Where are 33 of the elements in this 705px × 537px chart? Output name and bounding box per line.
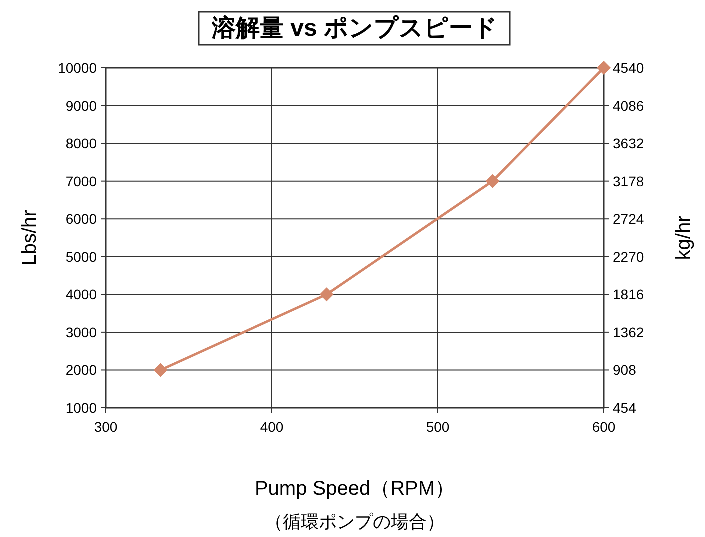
chart-title: 溶解量 vs ポンプスピード [210, 15, 498, 42]
y2-tick-label: 2270 [613, 248, 644, 265]
y2-tick-label: 454 [613, 400, 637, 416]
y-tick-label: 7000 [66, 173, 98, 190]
point [154, 363, 168, 378]
x-axis-title: Pump Speed（RPM） [254, 478, 456, 500]
x-tick-label: 300 [94, 419, 118, 435]
x-tick-label: 500 [426, 419, 450, 435]
y-tick-label: 4000 [66, 286, 98, 303]
x-tick-label: 600 [592, 419, 616, 435]
y2-tick-label: 1816 [613, 286, 644, 303]
y-axis-title: Lbs/hr [19, 210, 41, 266]
y2-tick-label: 2724 [613, 211, 644, 228]
text: （循環ポンプの場合） [265, 512, 445, 532]
y-tick-label: 8000 [66, 136, 98, 152]
y-tick-label: 3000 [66, 324, 98, 340]
y2-tick-label: 3178 [613, 173, 644, 190]
point [486, 174, 500, 188]
y2-tick-label: 908 [613, 362, 637, 378]
y2-tick-label: 4540 [613, 60, 644, 76]
point [597, 61, 611, 75]
x-tick-label: 400 [260, 419, 284, 435]
y2-tick-label: 1362 [613, 324, 644, 340]
point [320, 288, 334, 302]
y2-tick-label: 3632 [613, 136, 644, 152]
y-tick-label: 6000 [66, 211, 98, 228]
y2-tick-label: 4086 [613, 98, 644, 114]
y-tick-label: 5000 [66, 248, 98, 265]
y-tick-label: 2000 [66, 362, 98, 378]
y-tick-label: 9000 [66, 98, 98, 114]
y2-axis-title: kg/hr [673, 215, 695, 260]
y-tick-label: 10000 [58, 60, 98, 76]
y-tick-label: 1000 [66, 400, 98, 416]
